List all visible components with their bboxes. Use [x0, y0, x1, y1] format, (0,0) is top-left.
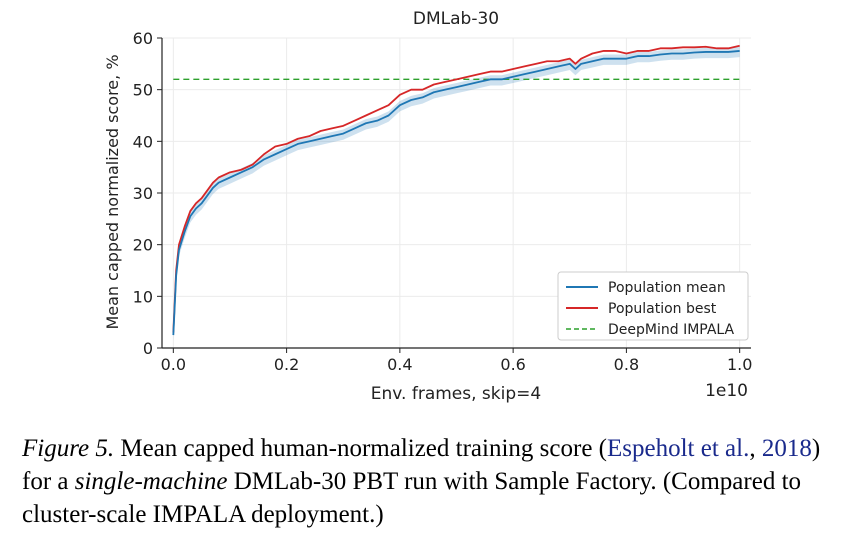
legend-label: Population mean: [608, 280, 726, 296]
grid: [162, 37, 751, 349]
chart: DMLab-30 0.0 0.2 0.4 0.6 0.8 1.0 0 10 20 30 40 50 6…: [103, 9, 752, 404]
y-tick-label: 50: [133, 81, 153, 100]
legend-label: Population best: [608, 301, 717, 317]
series-line-0: [172, 50, 740, 336]
y-tick-label: 60: [133, 29, 153, 48]
citation-year-link[interactable]: 2018: [761, 435, 812, 462]
series-lines: [172, 44, 740, 342]
legend-box: [557, 271, 749, 341]
y-tick-label: 30: [133, 184, 153, 203]
x-tick-label: 1.0: [727, 355, 752, 374]
citation-separator: ,: [749, 435, 762, 462]
caption-text-2: ) for a: [22, 435, 821, 495]
figure-caption: Figure 5. Mean capped human-normalized t…: [22, 432, 848, 531]
figure-label: Figure 5.: [22, 435, 115, 462]
series-line-1: [172, 44, 740, 333]
x-axis: 0.0 0.2 0.4 0.6 0.8 1.0: [161, 347, 752, 374]
x-tick-label: 0.6: [500, 355, 525, 374]
citation-author-link[interactable]: Espeholt: [606, 435, 695, 462]
y-tick-label: 0: [143, 339, 153, 358]
chart-title: DMLab-30: [413, 9, 499, 29]
y-tick-label: 40: [133, 132, 153, 151]
y-tick-label: 20: [133, 236, 153, 255]
y-tick-label: 10: [133, 287, 153, 306]
legend: Population mean Population best DeepMind I…: [557, 271, 749, 341]
y-axis: 0 10 20 30 40 50 60: [133, 29, 163, 358]
y-axis-label: Mean capped normalized score, %: [103, 54, 122, 329]
x-offset-label: 1e10: [705, 381, 748, 401]
x-tick-label: 0.4: [387, 355, 412, 374]
caption-text-3: DMLab-30 PBT run with Sample Factory. (C…: [22, 468, 802, 528]
citation-etal-link[interactable]: et al.: [700, 435, 750, 462]
caption-emphasis: single-machine: [74, 468, 228, 495]
x-tick-label: 0.2: [274, 355, 299, 374]
x-tick-label: 0.8: [614, 355, 639, 374]
x-tick-label: 0.0: [161, 355, 186, 374]
legend-label: DeepMind IMPALA: [608, 322, 735, 338]
caption-text-1: Mean capped human-normalized training sc…: [114, 435, 607, 462]
x-axis-label: Env. frames, skip=4: [371, 384, 541, 404]
